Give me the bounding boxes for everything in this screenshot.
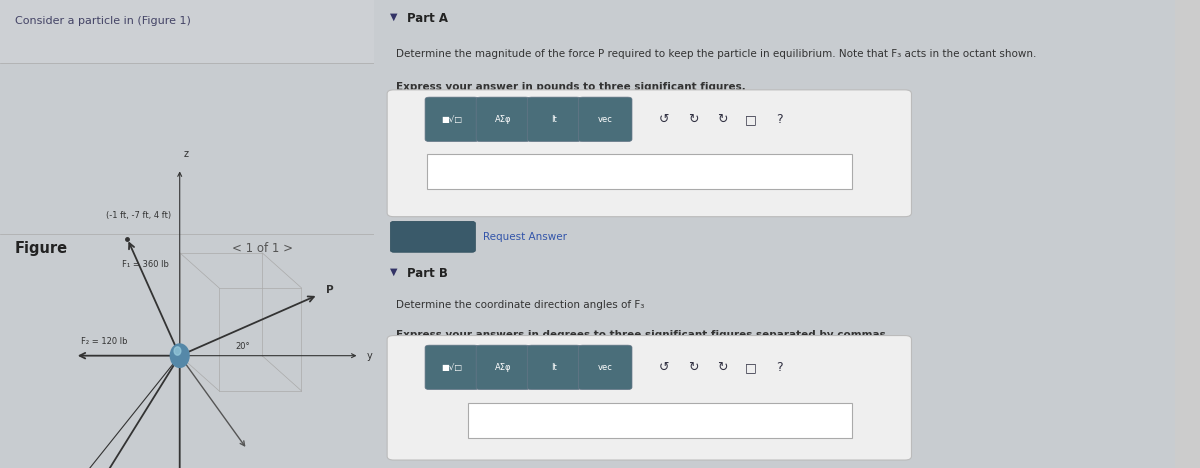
FancyBboxPatch shape xyxy=(578,345,632,389)
Text: Express your answer in pounds to three significant figures.: Express your answer in pounds to three s… xyxy=(396,82,746,92)
Text: Determine the coordinate direction angles of F₃: Determine the coordinate direction angle… xyxy=(396,300,644,309)
Text: ↻: ↻ xyxy=(716,361,727,374)
Text: Determine the magnitude of the force P required to keep the particle in equilibr: Determine the magnitude of the force P r… xyxy=(396,49,1037,59)
Text: ↻: ↻ xyxy=(716,113,727,126)
FancyBboxPatch shape xyxy=(527,345,581,389)
FancyBboxPatch shape xyxy=(427,154,852,189)
Text: ■√□: ■√□ xyxy=(442,363,462,372)
FancyBboxPatch shape xyxy=(578,97,632,141)
FancyBboxPatch shape xyxy=(476,345,529,389)
FancyBboxPatch shape xyxy=(0,0,374,63)
Circle shape xyxy=(174,347,181,355)
FancyBboxPatch shape xyxy=(476,97,529,141)
Circle shape xyxy=(170,344,190,367)
Text: ↻: ↻ xyxy=(688,113,698,126)
Text: vec: vec xyxy=(598,363,613,372)
Text: It: It xyxy=(551,115,557,124)
FancyBboxPatch shape xyxy=(468,403,852,438)
Text: ▼: ▼ xyxy=(390,267,398,277)
Text: ↺: ↺ xyxy=(659,361,670,374)
Text: ?: ? xyxy=(776,113,782,126)
Text: lb: lb xyxy=(857,166,866,176)
Text: 20°: 20° xyxy=(236,342,251,351)
Text: P =: P = xyxy=(403,164,422,175)
Text: AΣφ: AΣφ xyxy=(494,115,511,124)
FancyBboxPatch shape xyxy=(388,336,912,460)
Text: Express your answers in degrees to three significant figures separated by commas: Express your answers in degrees to three… xyxy=(396,330,890,340)
Text: ■√□: ■√□ xyxy=(442,115,462,124)
Text: F₂ = 120 lb: F₂ = 120 lb xyxy=(80,337,127,346)
Text: ▼: ▼ xyxy=(390,12,398,22)
Text: (-1 ft, -7 ft, 4 ft): (-1 ft, -7 ft, 4 ft) xyxy=(106,211,172,220)
Text: F₁ = 360 lb: F₁ = 360 lb xyxy=(121,260,168,269)
Text: □: □ xyxy=(745,113,756,126)
Text: □: □ xyxy=(745,361,756,374)
Text: y: y xyxy=(367,351,373,361)
FancyBboxPatch shape xyxy=(527,97,581,141)
FancyBboxPatch shape xyxy=(388,90,912,217)
Text: °: ° xyxy=(857,415,862,425)
Text: P: P xyxy=(325,285,334,295)
Text: Part B: Part B xyxy=(407,267,448,280)
Text: vec: vec xyxy=(598,115,613,124)
Text: Figure: Figure xyxy=(14,241,68,256)
Text: α₃, β₃, γ₃ =: α₃, β₃, γ₃ = xyxy=(396,412,454,423)
Text: Request Answer: Request Answer xyxy=(482,232,566,242)
Text: Consider a particle in (Figure 1): Consider a particle in (Figure 1) xyxy=(14,16,191,26)
Text: ?: ? xyxy=(776,361,782,374)
Text: < 1 of 1 >: < 1 of 1 > xyxy=(232,241,293,255)
FancyBboxPatch shape xyxy=(1175,0,1200,468)
Text: z: z xyxy=(184,149,188,159)
FancyBboxPatch shape xyxy=(390,221,475,252)
Text: Submit: Submit xyxy=(412,232,454,242)
Text: AΣφ: AΣφ xyxy=(494,363,511,372)
Text: ↺: ↺ xyxy=(659,113,670,126)
Text: ↻: ↻ xyxy=(688,361,698,374)
Text: Part A: Part A xyxy=(407,12,448,25)
Text: It: It xyxy=(551,363,557,372)
FancyBboxPatch shape xyxy=(425,345,479,389)
FancyBboxPatch shape xyxy=(425,97,479,141)
